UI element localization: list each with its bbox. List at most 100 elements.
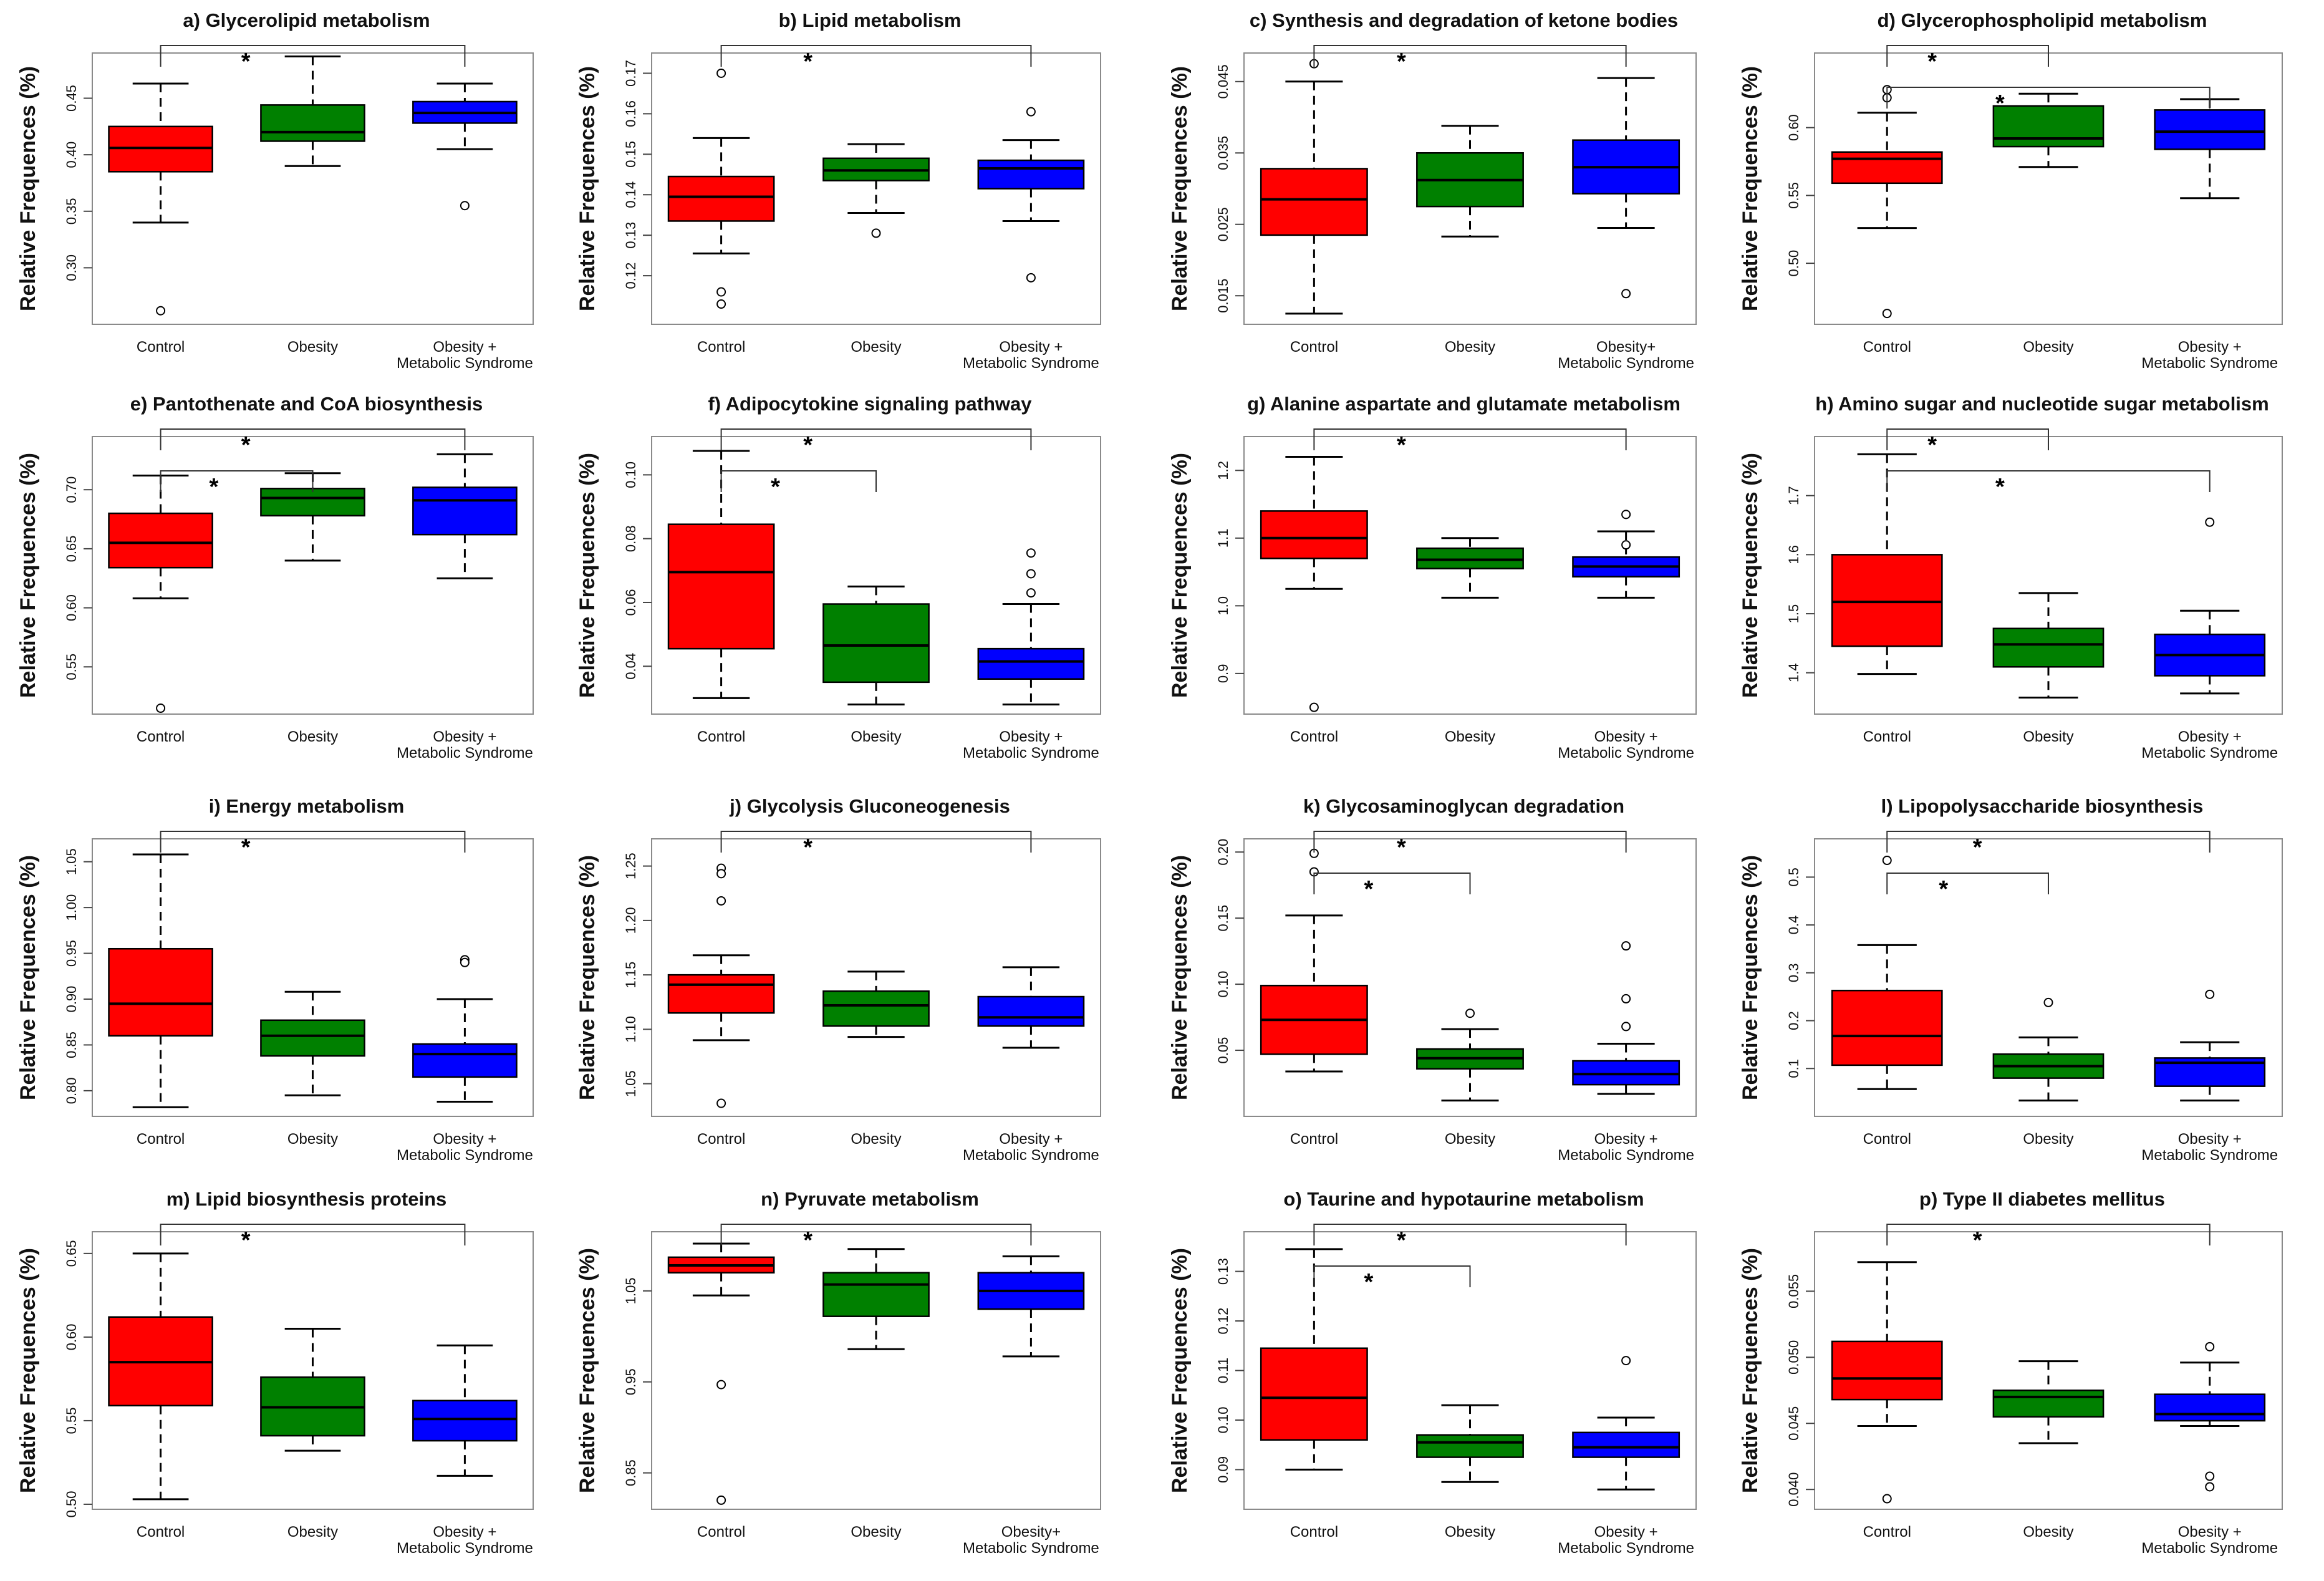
plot-frame [1814, 838, 2283, 1117]
box-obesity [822, 1248, 930, 1350]
significance-bracket: * [1313, 1265, 1471, 1295]
x-category-label: Obesity + [2178, 1524, 2242, 1540]
iqr-box [1992, 1390, 2105, 1418]
y-tick-label: 0.05 [1215, 1037, 1231, 1064]
box-obesity [977, 1255, 1085, 1358]
x-category-label: Metabolic Syndrome [1558, 1147, 1694, 1164]
x-category-label: Obesity [1445, 1524, 1495, 1540]
chart-panel: a) Glycerolipid metabolism Relative Frequ… [16, 9, 534, 372]
outlier-point [1026, 107, 1036, 117]
y-axis-label: Relative Frequences (%) [576, 1248, 599, 1493]
iqr-box [412, 1043, 518, 1078]
x-category-label: Metabolic Syndrome [1558, 1540, 1694, 1557]
y-tick-label: 0.55 [64, 1408, 79, 1434]
outlier-point [1026, 273, 1036, 283]
iqr-box [260, 1019, 365, 1057]
y-tick-label: 0.11 [1215, 1358, 1231, 1383]
iqr-box [1416, 1434, 1524, 1458]
significance-bracket: * [1886, 1224, 2211, 1254]
x-category-label: Obesity + [999, 339, 1063, 355]
chart-panel: g) Alanine aspartate and glutamate metab… [1168, 393, 1697, 761]
outlier-point [1621, 289, 1631, 299]
y-axis-label: Relative Frequences (%) [1738, 66, 1762, 311]
outlier-point [2205, 989, 2215, 999]
significance-star: * [1973, 834, 1982, 861]
box-control [1260, 1248, 1368, 1471]
plot-frame [651, 52, 1101, 325]
plot-frame [1814, 1231, 2283, 1510]
y-tick-label: 0.3 [1786, 964, 1801, 983]
y-tick-label: 0.09 [1215, 1456, 1231, 1483]
chart-title: e) Pantothenate and CoA biosynthesis [130, 393, 483, 415]
y-tick-label: 0.40 [64, 142, 79, 168]
box-obesity [412, 1344, 518, 1477]
outlier-point [1621, 994, 1631, 1003]
y-tick-label: 0.10 [1215, 1407, 1231, 1434]
significance-bracket: * [1886, 831, 2211, 861]
y-tick-label: 0.60 [64, 594, 79, 621]
x-category-label: Control [137, 728, 185, 745]
x-category-label: Control [1290, 728, 1338, 745]
significance-bracket: * [1886, 45, 2049, 75]
significance-star: * [1397, 49, 1406, 75]
outlier-point [716, 287, 726, 297]
chart-title: i) Energy metabolism [209, 795, 405, 817]
x-category-label: Control [1863, 1131, 1911, 1148]
chart-panel: m) Lipid biosynthesis proteins Relative F… [16, 1188, 534, 1557]
iqr-box [412, 486, 518, 536]
y-tick-label: 0.65 [64, 535, 79, 562]
chart-panel: o) Taurine and hypotaurine metabolism Rel… [1168, 1188, 1697, 1557]
y-tick-label: 0.4 [1786, 916, 1801, 935]
y-tick-label: 0.65 [64, 1240, 79, 1267]
box-obesity [2154, 98, 2266, 200]
outlier-point [1621, 540, 1631, 550]
outlier-point [716, 896, 726, 906]
plot-frame [92, 436, 534, 715]
y-tick-label: 0.30 [64, 254, 79, 281]
x-category-label: Control [137, 1524, 185, 1540]
significance-bracket: * [1886, 873, 2049, 902]
box-obesity [260, 990, 365, 1096]
outlier-point [716, 1098, 726, 1108]
outlier-point [1621, 1356, 1631, 1366]
x-category-label: Control [697, 1131, 745, 1148]
box-obesity [977, 966, 1085, 1049]
significance-bracket: * [720, 45, 1032, 75]
x-category-label: Obesity + [2178, 728, 2242, 745]
y-axis-label: Relative Frequences (%) [576, 453, 599, 698]
y-axis-label: Relative Frequences (%) [1168, 855, 1192, 1100]
x-category-label: Metabolic Syndrome [397, 1540, 533, 1557]
x-category-label: Obesity + [433, 728, 496, 745]
significance-bracket: * [1313, 873, 1471, 902]
chart-title: b) Lipid metabolism [779, 9, 962, 31]
box-control [1260, 59, 1368, 315]
y-tick-label: 0.06 [623, 589, 639, 616]
iqr-box [822, 1272, 930, 1317]
x-category-label: Obesity [287, 1524, 338, 1540]
significance-bracket: * [720, 831, 1032, 861]
box-obesity [1416, 537, 1524, 599]
x-category-label: Obesity + [2178, 339, 2242, 355]
chart-panel: j) Glycolysis Gluconeogenesis Relative Fr… [576, 795, 1101, 1164]
y-tick-label: 0.60 [1786, 114, 1801, 141]
box-control [1260, 456, 1368, 712]
y-tick-label: 0.15 [623, 141, 639, 168]
y-tick-label: 0.1 [1786, 1059, 1801, 1078]
outlier-point [2205, 1342, 2215, 1351]
significance-star: * [241, 432, 251, 458]
y-tick-label: 0.95 [623, 1368, 639, 1395]
box-control [1831, 1261, 1943, 1504]
y-tick-label: 0.50 [1786, 250, 1801, 277]
y-tick-label: 1.5 [1786, 604, 1801, 624]
y-tick-label: 0.95 [64, 940, 79, 967]
y-tick-label: 1.00 [64, 894, 79, 921]
y-tick-label: 1.05 [64, 848, 79, 875]
y-tick-label: 0.13 [1215, 1258, 1231, 1285]
iqr-box [2154, 109, 2266, 150]
x-category-label: Metabolic Syndrome [2141, 745, 2278, 761]
x-category-label: Obesity [851, 1524, 901, 1540]
box-obesity [1572, 1356, 1680, 1491]
x-category-label: Obesity + [999, 1131, 1063, 1148]
box-obesity [1992, 1360, 2105, 1444]
box-control [667, 1242, 775, 1505]
